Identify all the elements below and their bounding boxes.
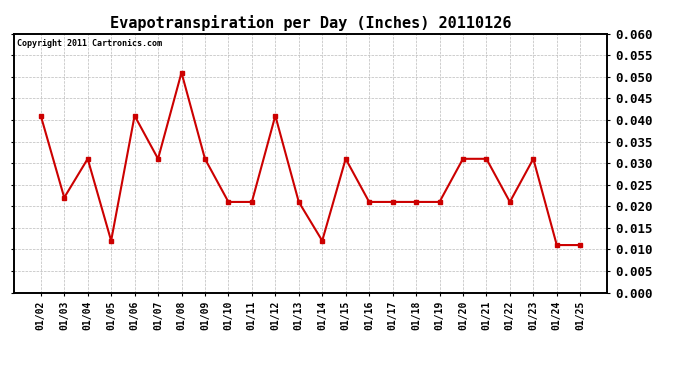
- Title: Evapotranspiration per Day (Inches) 20110126: Evapotranspiration per Day (Inches) 2011…: [110, 15, 511, 31]
- Text: Copyright 2011 Cartronics.com: Copyright 2011 Cartronics.com: [17, 39, 161, 48]
